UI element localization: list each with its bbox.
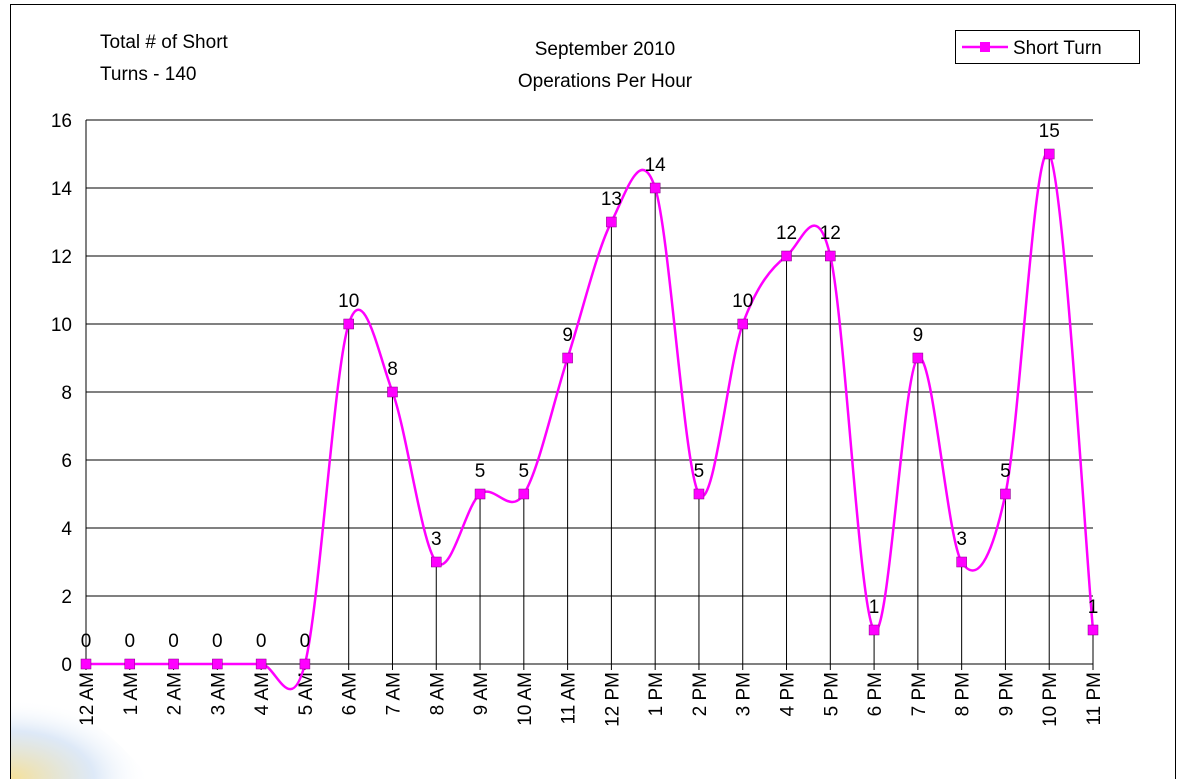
data-label: 1 [1088, 597, 1099, 618]
x-tick-label: 9 PM [996, 672, 1017, 716]
data-label: 5 [694, 461, 705, 482]
x-tick-label: 1 PM [646, 672, 667, 716]
marker [825, 250, 836, 262]
x-tick-label: 11 PM [1084, 672, 1105, 726]
x-tick-label: 6 PM [865, 672, 886, 716]
data-label: 0 [124, 631, 135, 652]
x-tick-label: 8 AM [427, 672, 448, 715]
data-label: 0 [81, 631, 92, 652]
marker [912, 352, 924, 364]
data-label: 8 [387, 359, 398, 380]
data-label: 9 [913, 325, 924, 346]
x-tick-label: 10 PM [1040, 672, 1061, 727]
data-label: 0 [300, 631, 311, 652]
marker [737, 318, 748, 330]
y-tick-label: 14 [51, 179, 73, 200]
y-tick-label: 12 [51, 247, 72, 268]
marker [80, 658, 92, 670]
marker [387, 386, 398, 398]
x-tick-label: 5 PM [821, 672, 842, 716]
marker [168, 658, 179, 670]
marker [562, 352, 573, 364]
marker [299, 658, 311, 670]
marker [693, 488, 705, 500]
x-tick-label: 5 AM [296, 672, 317, 715]
data-label: 3 [956, 529, 967, 550]
x-tick-label: 10 AM [515, 672, 536, 726]
marker [956, 556, 967, 568]
data-label: 5 [519, 461, 530, 482]
annotation: Turns - 140 [100, 64, 196, 85]
y-tick-label: 0 [61, 655, 72, 676]
x-tick-label: 3 AM [208, 672, 229, 715]
decoration [10, 698, 150, 779]
marker [255, 658, 267, 670]
marker [212, 658, 223, 670]
marker [124, 658, 136, 670]
data-label: 15 [1039, 121, 1060, 142]
data-label: 0 [212, 631, 223, 652]
data-label: 0 [256, 631, 267, 652]
frame [10, 4, 1176, 779]
legend-marker [980, 42, 990, 52]
annotation: Total # of Short [100, 32, 229, 53]
x-tick-label: 2 AM [165, 672, 186, 715]
x-tick-label: 2 PM [690, 672, 711, 716]
data-label: 9 [562, 325, 573, 346]
marker [781, 250, 792, 262]
data-label: 14 [645, 155, 667, 176]
chart-subtitle: Operations Per Hour [518, 71, 693, 92]
y-tick-label: 16 [51, 111, 72, 132]
data-label: 10 [338, 291, 359, 312]
y-tick-label: 8 [61, 383, 72, 404]
x-tick-label: 11 AM [559, 672, 580, 724]
x-tick-label: 6 AM [340, 672, 361, 715]
data-label: 10 [732, 291, 753, 312]
legend-label: Short Turn [1013, 38, 1102, 59]
data-label: 12 [776, 223, 797, 244]
y-tick-label: 4 [61, 519, 72, 540]
data-label: 1 [869, 597, 880, 618]
marker [649, 182, 661, 194]
marker [606, 216, 617, 228]
x-tick-label: 1 AM [121, 672, 142, 715]
data-label: 12 [820, 223, 841, 244]
x-tick-label: 12 PM [602, 672, 623, 727]
marker [1000, 488, 1011, 500]
x-tick-label: 9 AM [471, 672, 492, 715]
data-label: 13 [601, 189, 622, 210]
x-tick-label: 12 AM [77, 672, 98, 726]
data-label: 5 [1000, 461, 1011, 482]
y-tick-label: 10 [51, 315, 72, 336]
x-tick-label: 4 PM [778, 672, 799, 716]
x-tick-label: 7 PM [909, 672, 930, 716]
marker [1043, 148, 1055, 160]
marker [431, 556, 442, 568]
data-label: 5 [475, 461, 486, 482]
y-tick-label: 6 [61, 451, 72, 472]
data-label: 0 [168, 631, 179, 652]
marker [868, 624, 880, 636]
x-tick-label: 4 AM [252, 672, 273, 715]
x-tick-label: 3 PM [734, 672, 755, 716]
chart-title: September 2010 [535, 39, 676, 60]
marker [343, 318, 354, 330]
marker [518, 488, 530, 500]
x-tick-label: 7 AM [383, 672, 404, 715]
marker [474, 488, 486, 500]
data-label: 3 [431, 529, 442, 550]
x-tick-label: 8 PM [953, 672, 974, 716]
y-tick-label: 2 [61, 587, 72, 608]
marker [1087, 624, 1099, 636]
